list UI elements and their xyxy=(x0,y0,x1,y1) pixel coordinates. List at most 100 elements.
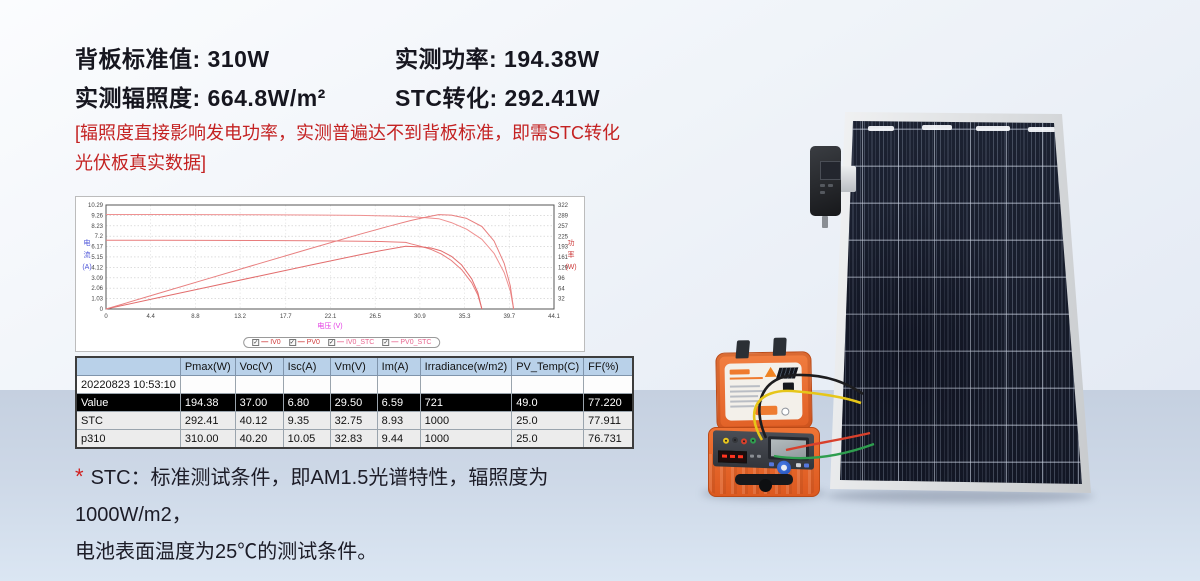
table-row: Value 194.38 37.00 6.80 29.50 6.59 721 49.0 77.2… xyxy=(75,393,634,412)
svg-text:0: 0 xyxy=(104,314,108,320)
table-cell: 9.35 xyxy=(282,411,331,430)
table-cell: 6.59 xyxy=(376,393,421,412)
svg-text:22.1: 22.1 xyxy=(325,314,337,320)
legend-item-IV0: ✓ — IV0 xyxy=(252,339,281,346)
legend-label: PV0 xyxy=(306,339,320,346)
handle-knob xyxy=(759,479,772,492)
svg-text:322: 322 xyxy=(558,203,569,209)
solar-panel-photo xyxy=(826,108,1094,500)
svg-text:率: 率 xyxy=(568,250,575,259)
table-cell: 1000 xyxy=(419,411,513,430)
svg-text:30.9: 30.9 xyxy=(414,314,426,320)
svg-text:4.12: 4.12 xyxy=(91,265,103,271)
legend-label: PV0_STC xyxy=(400,339,432,346)
legend-label: IV0 xyxy=(270,339,281,346)
table-cell: 49.0 xyxy=(511,393,585,412)
legend-checkbox[interactable]: ✓ xyxy=(327,339,335,346)
sensor-body xyxy=(810,146,841,216)
svg-text:26.5: 26.5 xyxy=(369,314,381,320)
legend-checkbox[interactable]: ✓ xyxy=(288,339,296,346)
stat-measured-power: 实测功率: 194.38W xyxy=(395,46,600,72)
glare-strip xyxy=(976,126,1010,131)
table-cell: 25.0 xyxy=(511,411,585,430)
series-PV0 xyxy=(105,245,483,310)
table-cell xyxy=(234,375,284,394)
stat-measured-irradiance: 实测辐照度: 664.8W/m² xyxy=(75,85,326,111)
test-leads xyxy=(752,373,875,460)
row-label-cell: 20220823 10:53:10 xyxy=(75,375,181,394)
table-cell xyxy=(511,375,585,394)
svg-text:2.06: 2.06 xyxy=(91,286,103,292)
legend-checkbox[interactable]: ✓ xyxy=(382,339,390,346)
table-row: p310 310.00 40.20 10.05 32.83 9.44 1000 25.0 76.… xyxy=(75,429,634,449)
table-cell xyxy=(179,375,236,394)
svg-text:129: 129 xyxy=(558,265,569,271)
sensor-button xyxy=(820,191,825,194)
stat-backplate-standard: 背板标准值: 310W xyxy=(75,46,270,72)
svg-text:39.7: 39.7 xyxy=(503,314,515,320)
series-PV0_STC xyxy=(105,214,515,310)
svg-text:64: 64 xyxy=(558,286,565,292)
svg-text:8.23: 8.23 xyxy=(91,224,103,230)
test-lead-red xyxy=(785,431,871,452)
table-cell: 10.05 xyxy=(282,429,331,449)
table-cell: 8.93 xyxy=(376,411,421,430)
svg-text:0: 0 xyxy=(100,307,104,313)
row-label-cell: p310 xyxy=(75,429,181,449)
svg-text:8.8: 8.8 xyxy=(191,314,200,320)
svg-text:96: 96 xyxy=(558,276,565,282)
table-header-cell: Pmax(W) xyxy=(179,356,236,376)
table-cell: 76.731 xyxy=(583,429,634,449)
table-cell: 29.50 xyxy=(329,393,378,412)
svg-text:功: 功 xyxy=(568,238,575,247)
solar-panel-cells xyxy=(840,121,1082,484)
table-row: STC 292.41 40.12 9.35 32.75 8.93 1000 25.0 77.91… xyxy=(75,411,634,430)
table-header-cell: Im(A) xyxy=(376,356,421,376)
table-header-cell: Voc(V) xyxy=(234,356,284,376)
table-header-cell: Vm(V) xyxy=(329,356,378,376)
test-lead-black xyxy=(758,373,864,439)
legend-label: IV0_STC xyxy=(345,339,375,346)
legend-item-PV0: ✓ — PV0 xyxy=(288,339,320,346)
measurement-table: Pmax(W) Voc(V) Isc(A) Vm(V) Im(A) Irradiance(… xyxy=(75,356,634,449)
table-cell: 25.0 xyxy=(511,429,585,449)
stc-footnote: * STC：标准测试条件，即AM1.5光谱特性，辐照度为1000W/m2， 电池表… xyxy=(75,458,645,571)
legend-checkbox[interactable]: ✓ xyxy=(252,339,260,346)
svg-text:(W): (W) xyxy=(565,264,576,271)
table-cell: 721 xyxy=(419,393,513,412)
table-cell xyxy=(419,375,513,394)
glare-strip xyxy=(1028,127,1056,132)
svg-text:4.4: 4.4 xyxy=(147,314,156,320)
sensor-probe xyxy=(822,216,828,228)
chart-legend: ✓ — IV0 ✓ — PV0 ✓ — IV0_STC ✓ — PV0_STC xyxy=(243,337,441,348)
panel-shadow xyxy=(826,489,1094,503)
table-cell xyxy=(376,375,421,394)
table-cell: 77.911 xyxy=(583,411,634,430)
irradiance-note: [辐照度直接影响发电功率，实测普遍达不到背板标准，即需STC转化 光伏板真实数据… xyxy=(75,123,620,173)
svg-text:44.1: 44.1 xyxy=(548,314,560,320)
glare-strip xyxy=(922,125,952,130)
table-row: 20220823 10:53:10 xyxy=(75,375,634,394)
svg-text:9.26: 9.26 xyxy=(91,213,103,219)
svg-text:13.2: 13.2 xyxy=(234,314,246,320)
table-cell: 37.00 xyxy=(234,393,284,412)
svg-text:7.2: 7.2 xyxy=(95,234,104,240)
svg-text:161: 161 xyxy=(558,255,569,261)
table-cell xyxy=(583,375,634,394)
stat-stc-converted-power: STC转化: 292.41W xyxy=(395,85,601,111)
table-cell: 40.12 xyxy=(234,411,284,430)
table-cell: 77.220 xyxy=(583,393,634,412)
table-cell: 9.44 xyxy=(376,429,421,449)
test-lead-yellow xyxy=(752,389,862,441)
svg-text:1.03: 1.03 xyxy=(91,297,103,303)
sensor-button xyxy=(820,184,825,187)
legend-line-sample: — xyxy=(297,339,305,346)
table-cell xyxy=(282,375,331,394)
table-cell: 194.38 xyxy=(179,393,236,412)
table-header-cell: PV_Temp(C) xyxy=(511,356,585,376)
sensor-clamp xyxy=(836,166,856,192)
glare-strip xyxy=(868,126,894,131)
table-header-cell: Isc(A) xyxy=(282,356,331,376)
table-header-cell xyxy=(75,356,181,376)
svg-text:电压 (V): 电压 (V) xyxy=(317,321,342,330)
